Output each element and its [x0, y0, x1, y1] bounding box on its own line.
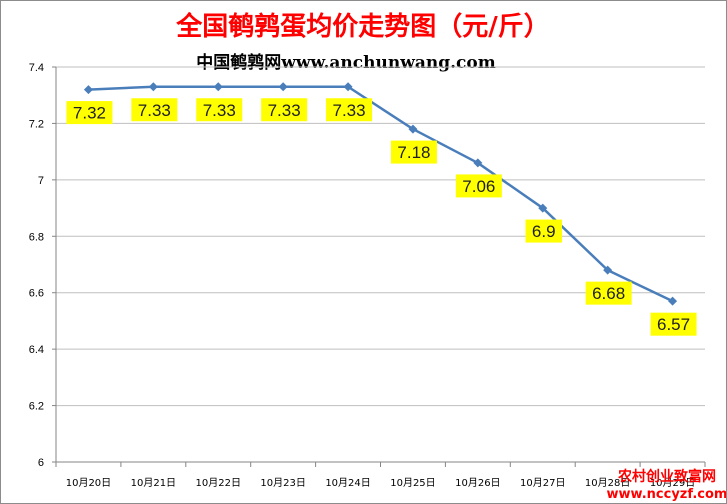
data-label: 7.33	[138, 101, 171, 120]
axes	[52, 66, 706, 467]
data-label-bg	[650, 312, 697, 336]
series-line-path	[88, 85, 674, 303]
data-label: 6.68	[592, 284, 625, 303]
data-point	[538, 203, 548, 213]
x-tick-label: 10月23日	[260, 477, 305, 489]
x-tick-label: 10月29日	[650, 477, 695, 489]
data-point	[83, 85, 93, 95]
data-label: 7.33	[268, 101, 301, 120]
y-tick-label: 7	[38, 175, 44, 187]
data-point	[148, 82, 158, 92]
y-tick-label: 6.6	[29, 288, 44, 300]
x-tick-label: 10月22日	[196, 477, 241, 489]
data-label-bg	[326, 98, 373, 122]
data-label: 6.9	[532, 222, 556, 241]
y-tick-label: 6	[38, 457, 44, 469]
x-tick-label: 10月24日	[325, 477, 370, 489]
data-point	[278, 82, 288, 92]
data-label-bg	[261, 98, 308, 122]
data-label: 7.06	[462, 177, 495, 196]
data-label-bg	[585, 281, 632, 305]
x-tick-label: 10月28日	[585, 477, 630, 489]
series-line	[83, 82, 678, 306]
data-point	[213, 82, 223, 92]
data-point	[473, 158, 483, 168]
y-tick-label: 7.4	[29, 62, 44, 74]
x-tick-label: 10月25日	[390, 477, 435, 489]
gridlines	[56, 66, 705, 407]
data-label: 6.57	[657, 315, 690, 334]
y-axis-ticks: 6 6.2 6.4 6.6 6.8 7 7.2 7.4	[29, 62, 44, 469]
data-label: 7.33	[333, 101, 366, 120]
watermark-line1: 农村创业致富网	[617, 468, 716, 485]
x-tick-label: 10月26日	[455, 477, 500, 489]
chart-title: 全国鹌鹑蛋均价走势图（元/斤）	[175, 11, 550, 42]
watermark: 农村创业致富网 www.nccyzf.com	[607, 468, 726, 502]
y-tick-label: 6.4	[29, 344, 44, 356]
data-labels: 7.32 7.33 7.33 7.33 7.33 7.18 7.06 6.9 6.68 6.57	[66, 98, 697, 336]
x-axis-ticks: 10月20日 10月21日 10月22日 10月23日 10月24日 10月25日 10月2…	[66, 477, 696, 489]
watermark-line2: www.nccyzf.com	[607, 487, 726, 502]
data-label-bg	[455, 174, 502, 198]
data-point	[668, 296, 678, 306]
data-point	[343, 82, 353, 92]
data-label-bg	[390, 140, 437, 164]
x-tick-label: 10月20日	[66, 477, 111, 489]
data-label: 7.33	[203, 101, 236, 120]
data-point	[408, 124, 418, 134]
x-tick-label: 10月21日	[131, 477, 176, 489]
y-tick-label: 6.2	[29, 401, 44, 413]
data-label: 7.18	[397, 143, 430, 162]
data-point	[603, 265, 613, 275]
data-label-bg	[66, 101, 113, 125]
y-tick-label: 7.2	[29, 118, 44, 130]
data-label-bg	[131, 98, 178, 122]
x-tick-label: 10月27日	[520, 477, 565, 489]
data-label-bg	[196, 98, 243, 122]
data-label-bg	[525, 219, 562, 243]
data-label: 7.32	[73, 104, 106, 123]
y-tick-label: 6.8	[29, 231, 44, 243]
chart-subtitle: 中国鹌鹑网www.anchunwang.com	[196, 52, 495, 73]
